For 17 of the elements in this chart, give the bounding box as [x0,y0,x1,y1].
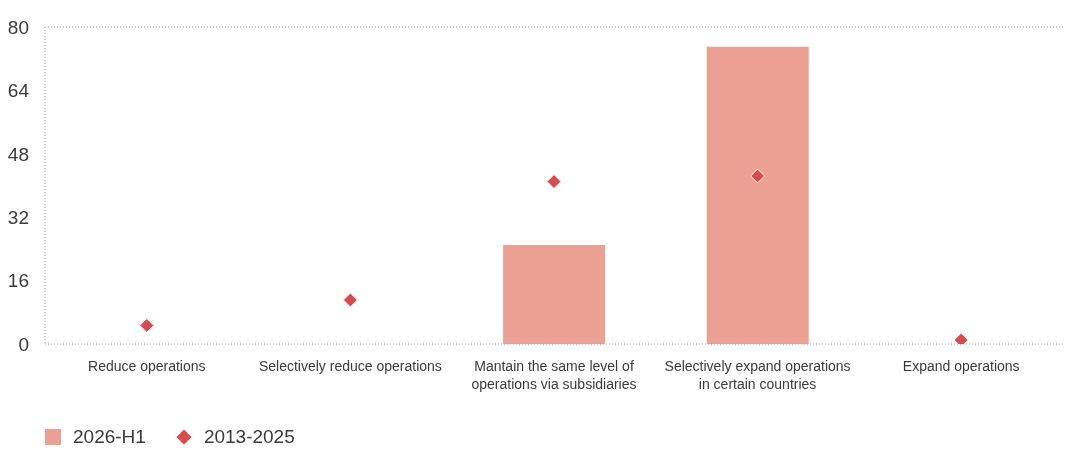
point [546,174,562,190]
x-tick-label: Reduce operations [88,358,206,375]
y-tick-label: 48 [7,143,29,165]
point [750,168,766,184]
point [139,317,155,333]
y-tick-label: 64 [7,80,30,102]
y-tick-label: 0 [18,333,29,355]
point [342,292,358,308]
legend-label: 2026-H1 [73,426,146,448]
x-tick-label: Expand operations [902,358,1020,375]
x-tick-label: Selectively reduce operations [258,358,442,375]
legend-label: 2013-2025 [203,426,295,448]
y-tick-label: 16 [7,270,29,292]
y-tick-label: 32 [7,206,29,228]
y-tick-label: 80 [7,16,29,38]
x-tick-label: Mantain the same level of operations via subsidiaries [471,358,637,392]
x-tick-label: Selectively expand operations in certain countries [664,358,851,392]
